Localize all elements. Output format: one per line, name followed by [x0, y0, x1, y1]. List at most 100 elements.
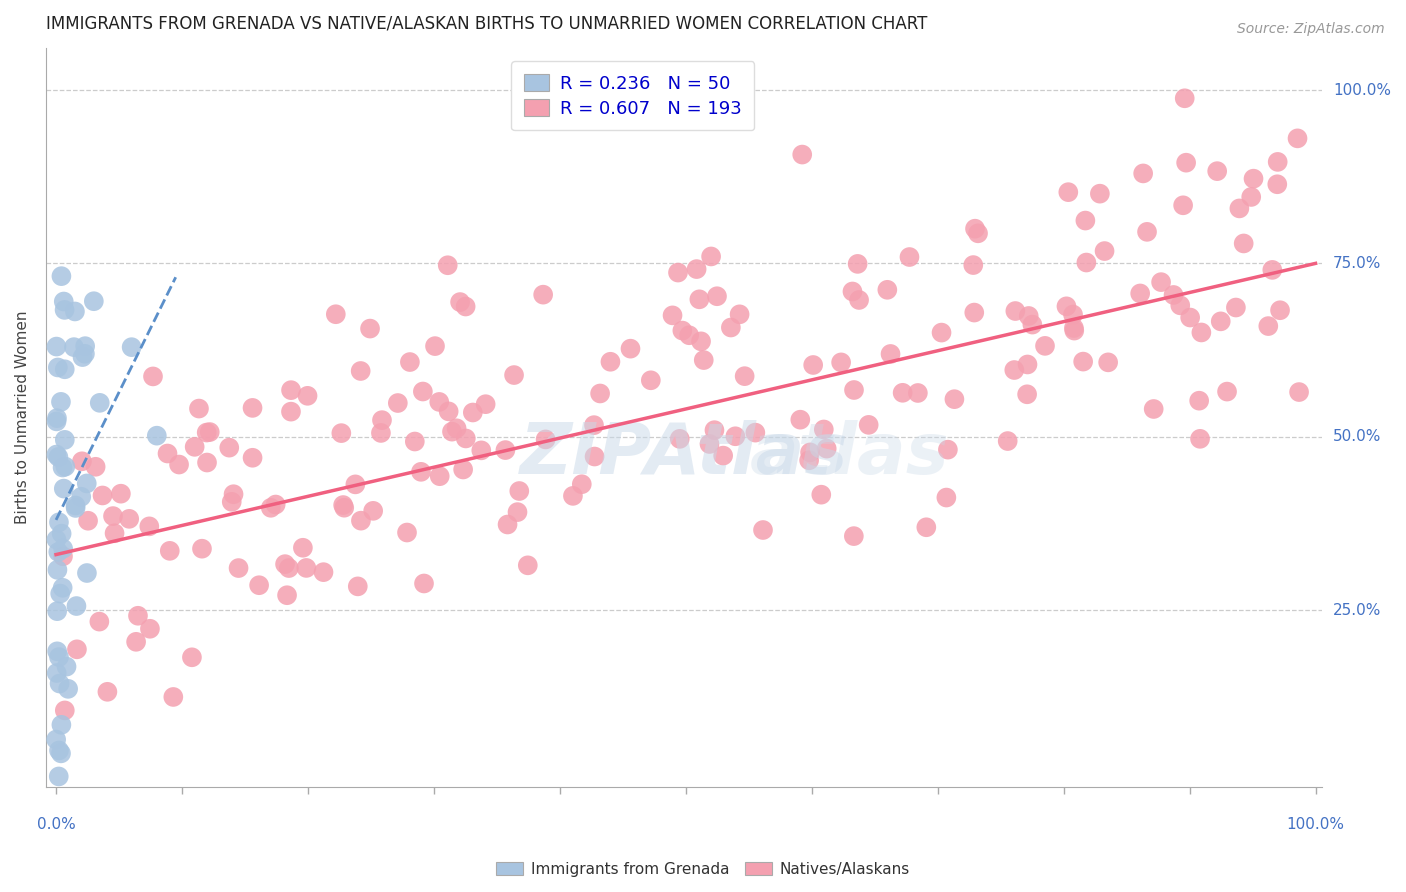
Point — [1171, 198, 1194, 212]
Point — [693, 353, 716, 368]
Point — [280, 404, 302, 418]
Point — [1097, 355, 1119, 369]
Point — [1018, 309, 1040, 323]
Point — [668, 432, 690, 446]
Point — [534, 433, 557, 447]
Point — [720, 320, 742, 334]
Point — [703, 423, 725, 437]
Point — [685, 262, 707, 277]
Point — [1054, 299, 1077, 313]
Point — [508, 483, 530, 498]
Point — [461, 405, 484, 419]
Point — [103, 526, 125, 541]
Point — [51, 526, 73, 541]
Text: ZIPAtlas: ZIPAtlas — [520, 420, 848, 489]
Point — [142, 369, 165, 384]
Point — [91, 488, 114, 502]
Point — [1063, 321, 1085, 335]
Point — [813, 422, 835, 436]
Point — [671, 324, 693, 338]
Point — [599, 355, 621, 369]
Point — [387, 396, 409, 410]
Point — [45, 340, 67, 354]
Point — [437, 404, 460, 418]
Point — [198, 425, 221, 439]
Point — [1189, 326, 1212, 340]
Point — [73, 347, 96, 361]
Point — [699, 437, 721, 451]
Point — [1150, 275, 1173, 289]
Point — [83, 294, 105, 309]
Point — [454, 432, 477, 446]
Point — [46, 604, 69, 618]
Point — [280, 383, 302, 397]
Point — [191, 541, 214, 556]
Point — [496, 517, 519, 532]
Point — [967, 227, 990, 241]
Point — [423, 339, 446, 353]
Point — [446, 421, 468, 435]
Point — [51, 269, 73, 284]
Point — [52, 549, 75, 564]
Point — [792, 147, 814, 161]
Point — [101, 509, 124, 524]
Point — [531, 287, 554, 301]
Point — [274, 557, 297, 571]
Point — [52, 541, 75, 556]
Point — [72, 350, 94, 364]
Point — [395, 525, 418, 540]
Point — [46, 563, 69, 577]
Point — [96, 685, 118, 699]
Point — [436, 258, 458, 272]
Point — [413, 576, 436, 591]
Point — [48, 743, 70, 757]
Point — [162, 690, 184, 704]
Point — [734, 369, 756, 384]
Point — [898, 250, 921, 264]
Point — [842, 529, 865, 543]
Point — [1017, 387, 1039, 401]
Point — [1168, 298, 1191, 312]
Point — [370, 425, 392, 440]
Point — [45, 533, 67, 547]
Point — [228, 561, 250, 575]
Point — [53, 459, 76, 474]
Point — [1225, 301, 1247, 315]
Point — [470, 443, 492, 458]
Point — [1178, 310, 1201, 325]
Point — [361, 504, 384, 518]
Point — [195, 456, 218, 470]
Point — [264, 498, 287, 512]
Point — [1002, 363, 1025, 377]
Point — [848, 293, 870, 307]
Point — [711, 449, 734, 463]
Point — [1216, 384, 1239, 399]
Point — [330, 426, 353, 441]
Point — [55, 659, 77, 673]
Legend: R = 0.236   N = 50, R = 0.607   N = 193: R = 0.236 N = 50, R = 0.607 N = 193 — [512, 62, 755, 130]
Point — [1076, 255, 1098, 269]
Point — [640, 373, 662, 387]
Point — [242, 450, 264, 465]
Point — [346, 579, 368, 593]
Point — [48, 516, 70, 530]
Point — [63, 340, 86, 354]
Point — [52, 581, 75, 595]
Point — [218, 441, 240, 455]
Point — [724, 429, 747, 443]
Point — [48, 450, 70, 464]
Y-axis label: Births to Unmarried Women: Births to Unmarried Women — [15, 311, 30, 524]
Point — [666, 266, 689, 280]
Point — [295, 561, 318, 575]
Point — [815, 442, 838, 456]
Point — [1074, 213, 1097, 227]
Point — [907, 386, 929, 401]
Point — [1174, 91, 1197, 105]
Point — [879, 347, 901, 361]
Point — [1257, 319, 1279, 334]
Point — [789, 412, 811, 426]
Text: 100.0%: 100.0% — [1333, 83, 1391, 97]
Point — [195, 425, 218, 440]
Point — [841, 285, 863, 299]
Point — [943, 392, 966, 407]
